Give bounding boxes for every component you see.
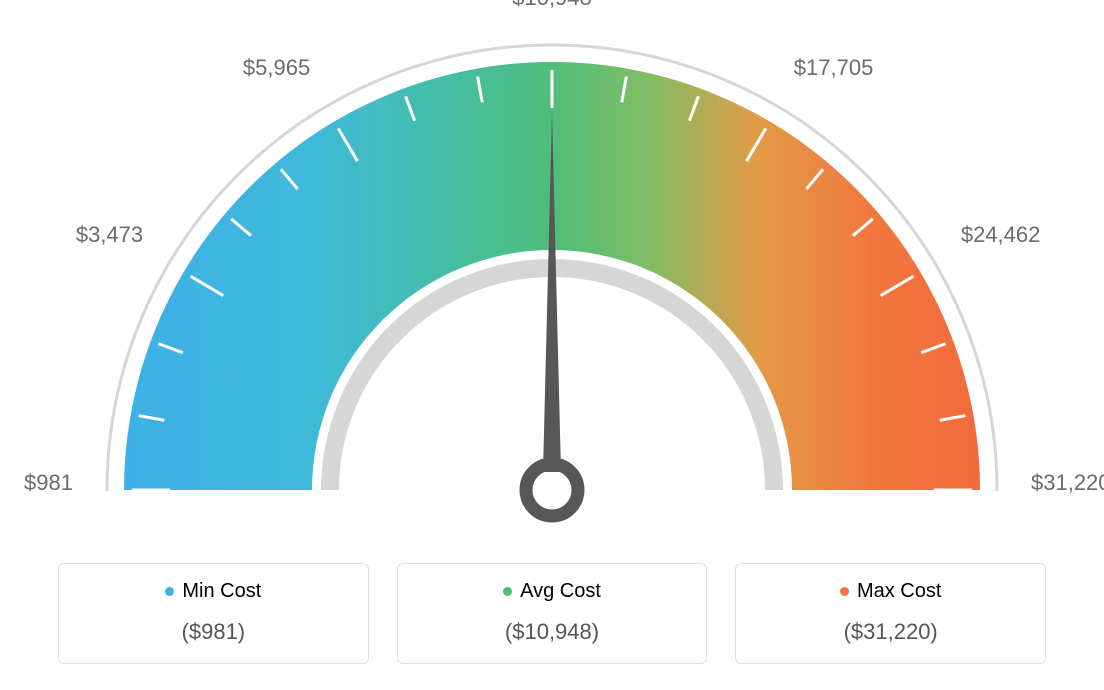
- gauge-tick-label: $24,462: [961, 222, 1041, 247]
- legend-row: Min Cost ($981) Avg Cost ($10,948) Max C…: [58, 563, 1046, 664]
- gauge-tick-label: $5,965: [243, 55, 310, 80]
- avg-cost-card: Avg Cost ($10,948): [397, 563, 708, 664]
- gauge-tick-label: $10,948: [512, 0, 592, 10]
- gauge-tick-label: $31,220: [1031, 470, 1104, 495]
- gauge-svg: $981 $3,473 $5,965 $10,948 $17,705 $24,462 $31…: [0, 0, 1104, 548]
- avg-cost-title: Avg Cost: [503, 580, 601, 603]
- max-cost-card: Max Cost ($31,220): [735, 563, 1046, 664]
- avg-cost-value: ($10,948): [408, 619, 697, 645]
- avg-dot-icon: [503, 587, 512, 596]
- gauge-tick-label: $17,705: [794, 55, 874, 80]
- max-cost-title: Max Cost: [840, 580, 941, 603]
- max-cost-label: Max Cost: [857, 580, 941, 603]
- gauge-tick-label: $3,473: [76, 222, 143, 247]
- max-cost-value: ($31,220): [746, 619, 1035, 645]
- avg-cost-label: Avg Cost: [520, 580, 601, 603]
- gauge-area: $981 $3,473 $5,965 $10,948 $17,705 $24,462 $31…: [0, 0, 1104, 548]
- min-cost-title: Min Cost: [165, 580, 261, 603]
- gauge-chart-container: $981 $3,473 $5,965 $10,948 $17,705 $24,462 $31…: [0, 0, 1104, 690]
- min-cost-label: Min Cost: [182, 580, 261, 603]
- min-dot-icon: [165, 587, 174, 596]
- min-cost-value: ($981): [69, 619, 358, 645]
- min-cost-card: Min Cost ($981): [58, 563, 369, 664]
- gauge-tick-label: $981: [24, 470, 73, 495]
- max-dot-icon: [840, 587, 849, 596]
